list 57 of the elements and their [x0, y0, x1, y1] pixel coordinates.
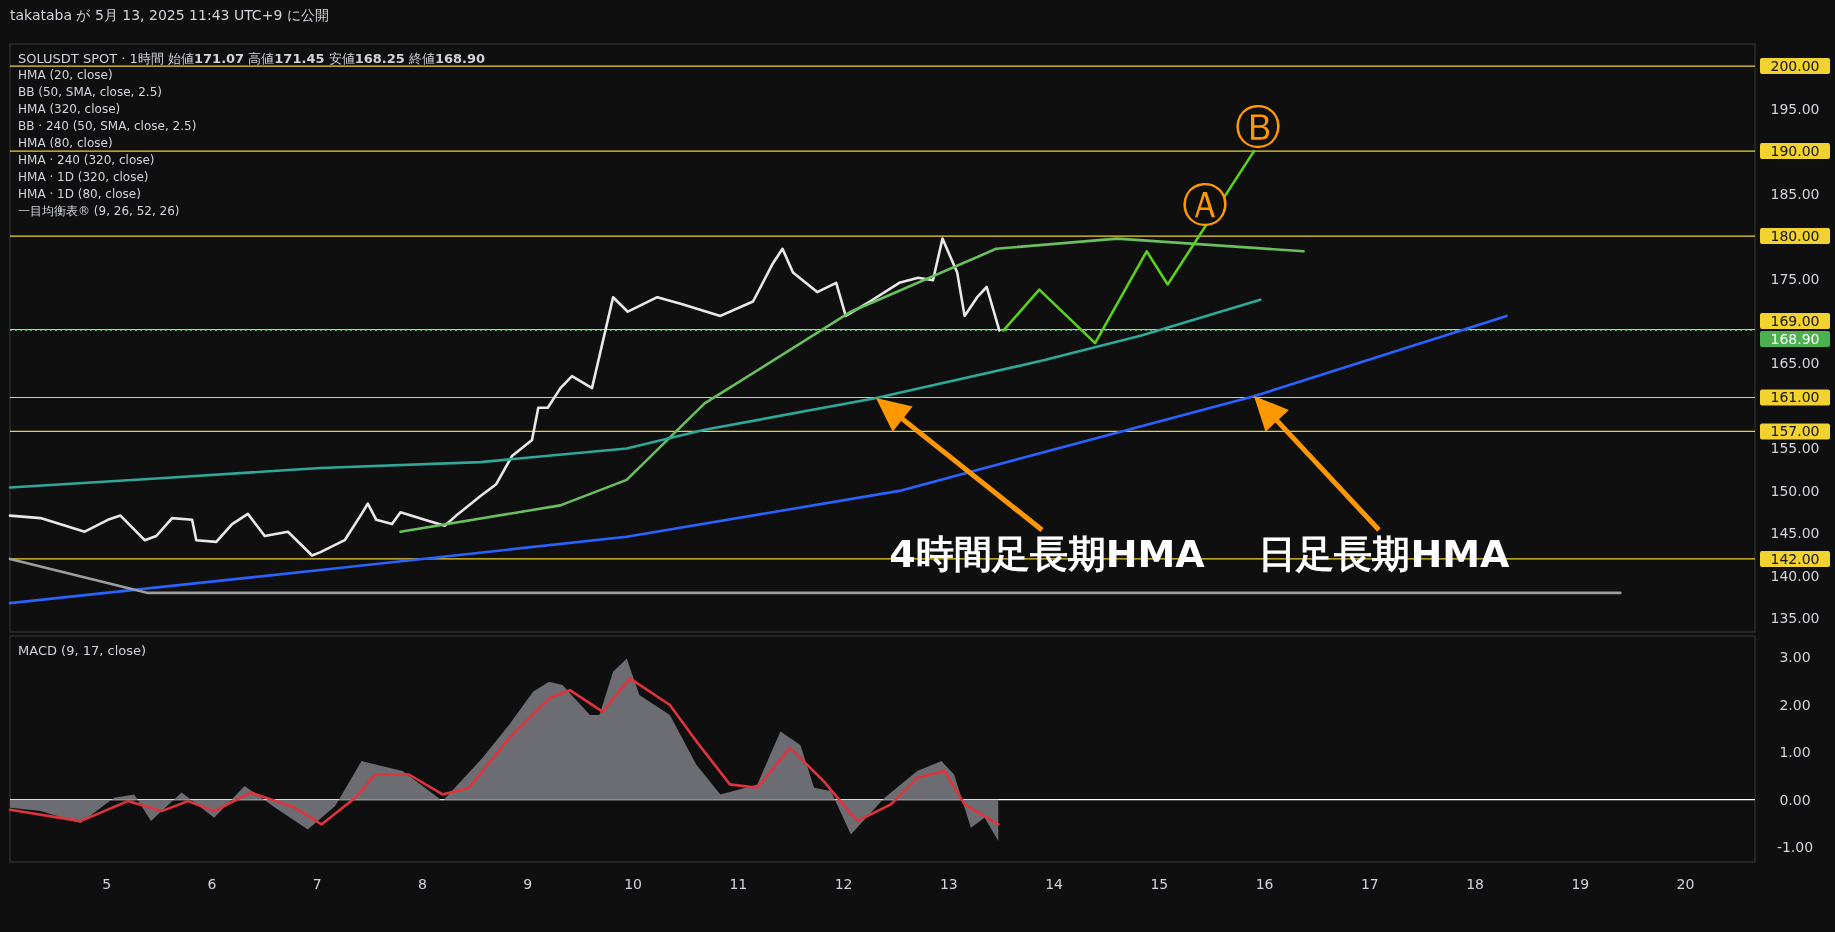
- x-tick-label: 7: [312, 876, 322, 892]
- y-tick-label: 3.00: [1779, 648, 1811, 665]
- line-series: [8, 677, 1000, 826]
- y-tick-label: 140.00: [1770, 567, 1820, 584]
- ref-line-label: 180.00: [1770, 228, 1820, 245]
- annotation: HMA · 1D (320, close): [18, 170, 149, 184]
- ref-line-label: 190.00: [1770, 143, 1820, 160]
- y-tick-label: -1.00: [1776, 839, 1814, 856]
- line-series: [8, 314, 1508, 605]
- x-tick-label: 17: [1360, 876, 1379, 892]
- y-tick-label: 1.00: [1779, 744, 1811, 761]
- x-tick-label: 5: [102, 876, 112, 892]
- annotation: Ⓐ: [1182, 178, 1229, 233]
- x-tick-label: 13: [939, 876, 958, 892]
- y-tick-label: 0.00: [1779, 791, 1811, 808]
- x-tick-label: 18: [1466, 876, 1484, 892]
- x-tick-label: 11: [729, 876, 748, 892]
- annotation: HMA · 1D (80, close): [18, 187, 141, 201]
- annotation: BB · 240 (50, SMA, close, 2.5): [18, 119, 197, 133]
- line-series: [1002, 149, 1256, 345]
- text: takataba が 5月 13, 2025 11:43 UTC+9 に公開: [10, 7, 329, 23]
- y-tick-label: 165.00: [1770, 355, 1820, 372]
- y-tick-label: 150.00: [1770, 482, 1820, 499]
- y-tick-label: 2.00: [1779, 696, 1811, 713]
- y-tick-label: 135.00: [1770, 610, 1820, 627]
- y-tick-label: 155.00: [1770, 440, 1820, 457]
- x-tick-label: 16: [1255, 876, 1274, 892]
- ref-line-label: 169.00: [1770, 312, 1820, 329]
- x-tick-label: 20: [1676, 876, 1695, 892]
- x-tick-label: 10: [624, 876, 642, 892]
- y-tick-label: 195.00: [1770, 100, 1820, 117]
- annotation: HMA (80, close): [18, 136, 113, 150]
- annotation: HMA (20, close): [18, 68, 113, 82]
- annotation: Ⓑ: [1235, 100, 1282, 155]
- ref-line-label: 200.00: [1770, 58, 1820, 75]
- annotation: HMA · 240 (320, close): [18, 153, 155, 167]
- line-series: [399, 237, 1305, 533]
- annotation: HMA (320, close): [18, 102, 121, 116]
- line-series: [8, 298, 1262, 489]
- ref-line-label: 161.00: [1770, 389, 1820, 406]
- annotation: BB (50, SMA, close, 2.5): [18, 85, 162, 99]
- ref-line-label: 142.00: [1770, 550, 1820, 567]
- text: MACD (9, 17, close): [18, 642, 147, 658]
- x-tick-label: 6: [207, 876, 217, 892]
- y-tick-label: 185.00: [1770, 185, 1820, 202]
- text: SOLUSDT SPOT · 1時間 始値171.07 高値171.45 安値168.25 終値168.90: [18, 50, 486, 66]
- ref-line-label: 157.00: [1770, 423, 1820, 440]
- x-tick-label: 9: [523, 876, 533, 892]
- x-tick-label: 8: [418, 876, 428, 892]
- y-tick-label: 145.00: [1770, 525, 1820, 542]
- x-tick-label: 15: [1150, 876, 1169, 892]
- x-tick-label: 14: [1045, 876, 1064, 892]
- annotation: 一目均衡表® (9, 26, 52, 26): [18, 204, 180, 218]
- y-tick-label: 175.00: [1770, 270, 1820, 287]
- x-tick-label: 12: [834, 876, 853, 892]
- ref-line-label: 168.90: [1770, 330, 1820, 347]
- x-tick-label: 19: [1571, 876, 1590, 892]
